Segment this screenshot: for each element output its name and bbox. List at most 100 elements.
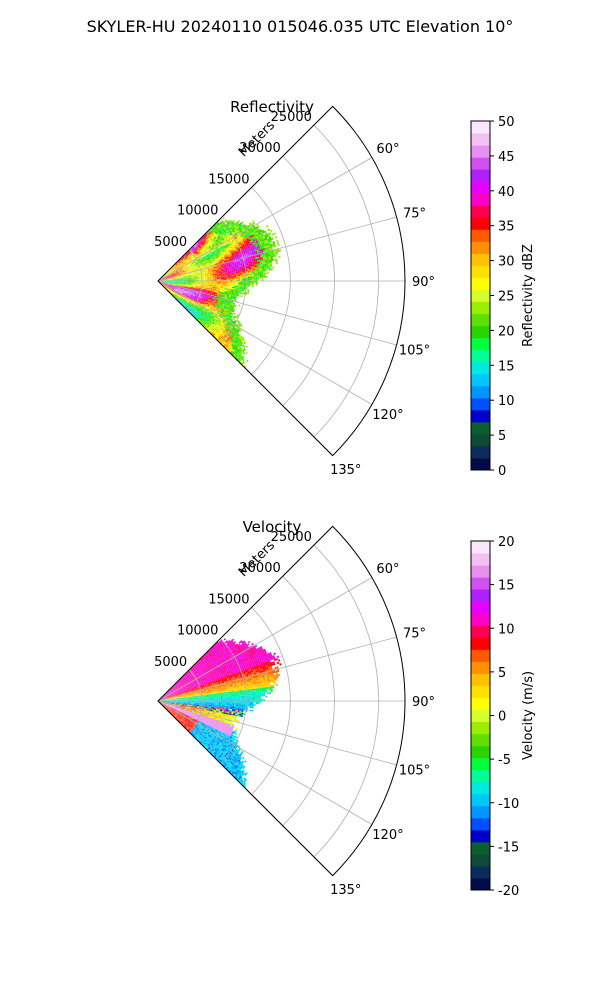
radar-gate	[226, 275, 229, 277]
radar-gate	[249, 269, 252, 271]
radar-gate	[188, 254, 190, 256]
radar-gate	[234, 286, 237, 289]
radar-gate	[238, 277, 241, 279]
radar-gate	[180, 262, 182, 265]
radar-gate	[210, 232, 213, 235]
radar-gate	[236, 236, 240, 239]
radar-gate	[217, 259, 220, 261]
radar-gate	[204, 265, 207, 267]
radar-gate	[211, 255, 214, 257]
radar-gate	[183, 257, 186, 260]
radar-gate	[203, 278, 206, 280]
radar-gate	[209, 248, 213, 251]
radar-gate	[215, 242, 218, 245]
radar-gate	[193, 279, 196, 281]
radar-gate	[244, 250, 248, 253]
radar-gate	[209, 277, 212, 279]
radar-gate	[179, 261, 182, 264]
radar-gate	[187, 269, 190, 271]
radar-gate	[242, 235, 246, 238]
radar-gate	[246, 234, 250, 238]
radar-gate	[261, 244, 264, 248]
radar-gate	[268, 266, 271, 269]
radar-gate	[225, 233, 229, 236]
radar-gate	[241, 290, 244, 292]
radar-gate	[194, 247, 197, 250]
radar-gate	[230, 223, 234, 226]
radar-gate	[215, 254, 218, 257]
radar-gate	[269, 238, 272, 241]
radar-gate	[252, 249, 256, 252]
radar-gate	[240, 284, 243, 287]
radar-gate	[219, 233, 222, 237]
radar-gate	[200, 251, 203, 253]
radar-gate	[230, 241, 233, 244]
radar-gate	[241, 271, 244, 274]
radar-gate	[266, 267, 269, 269]
radar-gate	[176, 267, 179, 270]
radar-gate	[214, 277, 217, 279]
radar-gate	[230, 219, 233, 223]
radar-gate	[228, 241, 231, 244]
radar-gate	[191, 262, 194, 264]
radar-gate	[220, 275, 223, 278]
radar-gate	[268, 234, 271, 238]
radar-gate	[204, 259, 207, 261]
radar-gate	[273, 258, 276, 261]
radar-gate	[219, 228, 223, 231]
radar-gate	[188, 257, 190, 259]
radar-gate	[173, 274, 176, 276]
radar-gate	[238, 228, 242, 231]
radar-gate	[202, 247, 205, 250]
radar-gate	[190, 266, 193, 268]
radar-gate	[171, 275, 174, 277]
radar-gate	[230, 286, 233, 289]
radar-gate	[193, 267, 196, 269]
radar-gate	[171, 267, 173, 269]
radar-gate	[201, 256, 204, 258]
radar-gate	[192, 264, 195, 266]
radar-gate	[224, 256, 227, 259]
radar-gate	[233, 227, 236, 230]
radar-gate	[211, 250, 214, 253]
radar-gate	[253, 273, 256, 275]
radar-gate	[195, 268, 198, 270]
radar-gate	[226, 257, 230, 260]
radar-gate	[194, 259, 197, 262]
radar-gate	[238, 239, 241, 242]
radar-gate	[169, 271, 172, 273]
radar-gate	[265, 275, 268, 278]
radar-gate	[267, 261, 270, 264]
radar-gate	[230, 282, 233, 284]
radar-gate	[185, 253, 188, 256]
radar-gate	[208, 239, 211, 242]
radar-gate	[229, 271, 233, 274]
radar-gate	[176, 271, 179, 274]
radar-gate	[172, 268, 175, 271]
radar-gate	[213, 233, 217, 236]
radar-gate	[204, 251, 208, 253]
radar-gate	[171, 275, 174, 277]
radar-gate	[177, 274, 180, 276]
radar-gate	[227, 222, 230, 225]
radar-gate	[255, 270, 258, 272]
radar-gate	[226, 255, 229, 258]
radar-gate	[176, 264, 178, 266]
radar-gate	[221, 233, 224, 236]
radar-gate	[193, 268, 196, 270]
radar-gate	[221, 259, 224, 262]
radar-gate	[172, 273, 175, 275]
radar-gate	[239, 292, 242, 295]
radar-gate	[260, 247, 263, 250]
radar-gate	[263, 244, 266, 247]
radar-gate	[239, 269, 242, 271]
radar-gate	[259, 272, 262, 275]
radar-gate	[207, 255, 210, 257]
radar-gate	[214, 257, 217, 260]
radar-gate	[225, 249, 229, 252]
radar-gate	[211, 281, 214, 283]
radar-gate	[187, 268, 190, 270]
radar-gate	[169, 276, 172, 278]
radar-gate	[230, 278, 233, 280]
radar-gate	[212, 241, 215, 244]
